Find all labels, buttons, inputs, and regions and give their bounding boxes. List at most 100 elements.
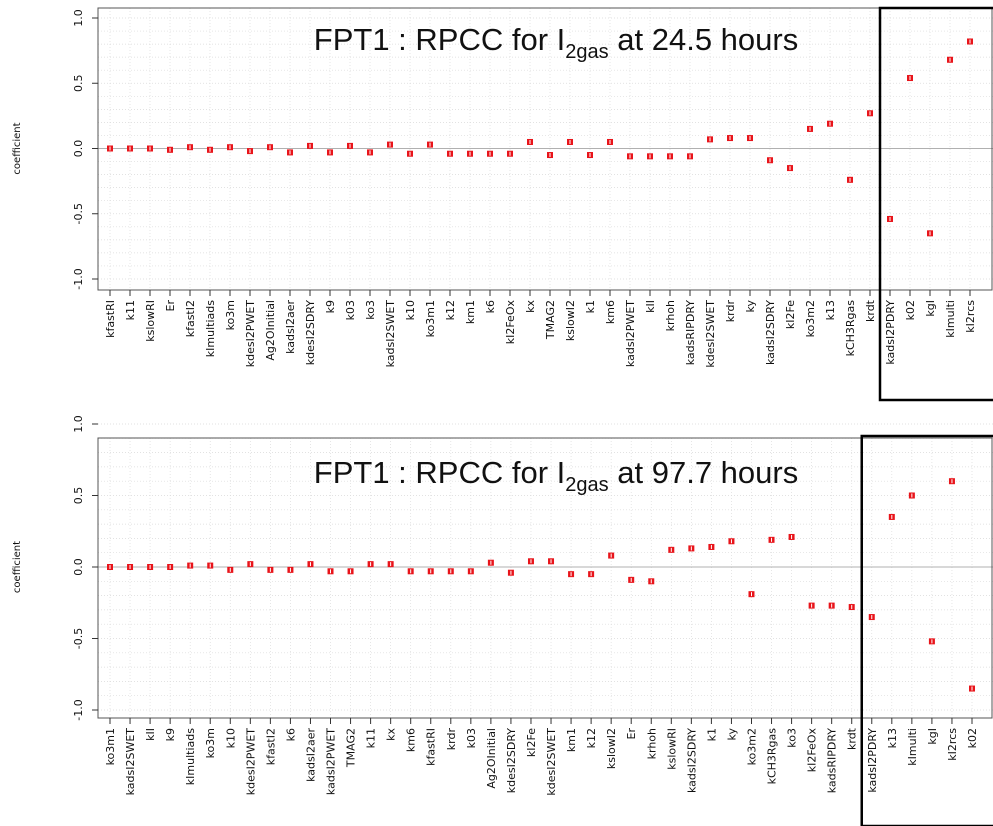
x-tick-label: krdt	[846, 727, 859, 750]
x-tick-label: kdesI2SWET	[704, 300, 717, 368]
y-axis: -1.0 -0.5 0.0 0.5 1.0	[72, 415, 98, 721]
x-tick-label: kImulti	[906, 728, 919, 766]
x-tick-label: k02	[904, 300, 917, 320]
x-tick-label: k9	[164, 728, 177, 741]
plot-frame	[97, 437, 993, 719]
x-tick-label: kx	[524, 300, 537, 313]
x-tick-label: ky	[744, 300, 757, 313]
x-tick-label: ko3m1	[104, 728, 117, 765]
x-tick-label: kfastI2	[264, 728, 277, 765]
x-tick-label: k10	[224, 728, 237, 748]
x-tick-label: kslowRI	[144, 300, 157, 342]
x-tick-label: k12	[585, 728, 598, 748]
x-tick-label: kadsI2SDRY	[685, 728, 698, 793]
x-tick-label: Er	[164, 300, 177, 312]
x-tick-label: ko3m	[204, 728, 217, 758]
x-tick-label: krdr	[445, 728, 458, 751]
x-tick-label: k10	[404, 300, 417, 320]
x-tick-label: k1	[705, 728, 718, 741]
x-tick-label: kadsI2PWET	[325, 728, 338, 795]
x-tick-label: kadsI2PDRY	[866, 728, 879, 793]
x-tick-label: krdt	[864, 299, 877, 322]
y-axis-label: coefficient	[12, 541, 23, 593]
x-tick-label: ky	[725, 728, 738, 741]
x-tick-label: kI2FeOx	[504, 300, 517, 345]
x-tick-label: kI2FeOx	[806, 728, 819, 773]
x-tick-label: kdesI2SWET	[545, 728, 558, 796]
x-tick-label: k6	[284, 728, 297, 741]
x-tick-label: k13	[886, 728, 899, 748]
x-tick-label: Ag2OInitial	[485, 728, 498, 789]
y-tick-label: 0.5	[72, 75, 85, 93]
x-tick-label: kI2Fe	[525, 728, 538, 757]
x-tick-label: k12	[444, 300, 457, 320]
y-tick-label: 0.5	[72, 487, 85, 505]
x-tick-label: ko3m1	[424, 300, 437, 337]
x-axis: kfastRI k11 kslowRI Er kfastI2 kImultiads ko3m…	[104, 290, 977, 368]
y-tick-label: 1.0	[72, 9, 85, 27]
x-tick-label: ko3	[364, 300, 377, 320]
x-tick-label: kfastI2	[184, 300, 197, 337]
y-tick-label: 0.0	[72, 140, 85, 158]
rpcc-chart-24-5-hours: -1.0 -0.5 0.0 0.5 1.0 coefficient kfastRI k11 ks…	[12, 6, 993, 402]
x-tick-label: TMAG2	[544, 300, 557, 340]
x-tick-label: ko3m2	[804, 300, 817, 337]
x-tick-label: k03	[344, 300, 357, 320]
x-tick-label: kadsI2SDRY	[764, 300, 777, 365]
x-tick-label: kslowI2	[605, 728, 618, 769]
y-tick-label: -1.0	[72, 268, 85, 289]
x-tick-label: kImultiads	[204, 300, 217, 357]
y-tick-label: 0.0	[72, 558, 85, 576]
x-tick-label: kgI	[924, 300, 937, 317]
x-tick-label: kII	[644, 300, 657, 313]
x-tick-label: ko3m2	[745, 728, 758, 765]
x-tick-label: kCH3Rgas	[766, 728, 779, 785]
highlight-box	[860, 434, 993, 826]
x-tick-label: kadsI2SWET	[384, 300, 397, 368]
x-tick-label: kI2rcs	[946, 728, 959, 761]
x-tick-label: km1	[464, 300, 477, 324]
chart-title: FPT1 : RPCC for I2gas at 97.7 hours	[314, 455, 798, 496]
x-tick-label: kdesI2PWET	[244, 728, 257, 796]
y-tick-label: -0.5	[72, 628, 85, 649]
rpcc-chart-97-7-hours: -1.0 -0.5 0.0 0.5 1.0 coefficient ko3m1 kadsI2S…	[12, 415, 993, 826]
x-tick-label: kadsI2PWET	[624, 300, 637, 367]
x-tick-label: kadsI2PDRY	[884, 300, 897, 365]
x-tick-label: k9	[324, 300, 337, 313]
data-points	[107, 478, 975, 692]
x-tick-label: ko3m	[224, 300, 237, 330]
x-axis: ko3m1 kadsI2SWET kII k9 kImultiads ko3m k10 kde…	[104, 718, 979, 796]
x-tick-label: k13	[824, 300, 837, 320]
x-tick-label: krhoh	[645, 728, 658, 759]
x-tick-label: kdesI2PWET	[244, 300, 257, 368]
x-tick-label: kCH3Rgas	[844, 300, 857, 357]
x-tick-label: kdesI2SDRY	[304, 300, 317, 365]
y-tick-label: 1.0	[72, 415, 85, 433]
x-tick-label: k02	[966, 728, 979, 748]
x-tick-label: kgI	[926, 728, 939, 745]
x-tick-label: ko3	[786, 728, 799, 748]
y-axis-label: coefficient	[12, 122, 23, 174]
data-points	[107, 38, 973, 237]
x-tick-label: kImulti	[944, 300, 957, 338]
x-tick-label: Ag2OInitial	[264, 300, 277, 361]
y-tick-label: -0.5	[72, 203, 85, 224]
x-tick-label: Er	[625, 728, 638, 740]
x-tick-label: krdr	[724, 300, 737, 323]
highlight-box	[878, 6, 993, 402]
x-tick-label: kI2Fe	[784, 300, 797, 329]
x-tick-label: k11	[365, 728, 378, 748]
x-tick-label: kadsRIPDRY	[684, 300, 697, 366]
x-tick-label: km1	[565, 728, 578, 752]
y-tick-label: -1.0	[72, 699, 85, 720]
x-tick-label: km6	[604, 300, 617, 324]
x-tick-label: kdesI2SDRY	[505, 728, 518, 793]
x-tick-label: kfastRI	[425, 728, 438, 766]
x-tick-label: kadsI2aer	[304, 728, 317, 782]
x-tick-label: kslowI2	[564, 300, 577, 341]
y-axis: -1.0 -0.5 0.0 0.5 1.0	[72, 9, 98, 290]
x-tick-label: kI2rcs	[964, 300, 977, 333]
x-tick-label: kfastRI	[104, 300, 117, 338]
x-tick-label: k03	[465, 728, 478, 748]
x-tick-label: kII	[144, 728, 157, 741]
